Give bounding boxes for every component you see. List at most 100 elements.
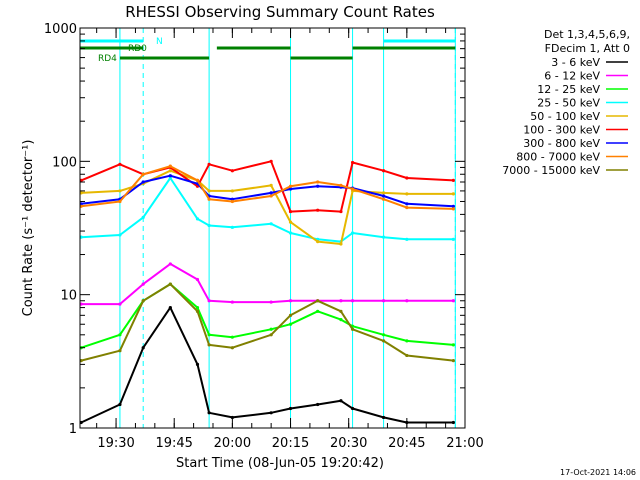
data-point-1-13 — [405, 299, 409, 303]
legend-header-1: Det 1,3,4,5,6,9, — [544, 28, 630, 41]
data-point-1-12 — [381, 299, 386, 303]
data-point-8-4 — [195, 309, 200, 313]
data-point-5-5 — [207, 162, 211, 166]
x-tick-label: 19:30 — [97, 436, 134, 451]
data-point-5-9 — [316, 208, 320, 212]
data-point-7-3 — [168, 164, 172, 168]
data-point-5-7 — [269, 159, 273, 163]
series-1 — [79, 262, 455, 306]
plot-lines — [79, 28, 456, 428]
y-tick-label: 1000 — [44, 22, 77, 37]
data-point-6-13 — [405, 202, 409, 206]
data-point-7-10 — [339, 183, 343, 187]
data-point-4-12 — [381, 191, 386, 195]
data-point-6-6 — [230, 197, 234, 201]
data-point-1-7 — [269, 300, 273, 304]
data-point-1-4 — [195, 277, 200, 282]
data-point-7-2 — [141, 172, 145, 176]
data-point-5-1 — [118, 162, 122, 166]
footer-date: 17-Oct-2021 14:06 — [560, 468, 636, 477]
data-point-3-13 — [405, 237, 409, 241]
data-point-8-6 — [230, 346, 234, 350]
data-point-1-6 — [230, 300, 234, 304]
data-point-2-9 — [316, 309, 320, 313]
data-point-1-2 — [141, 282, 145, 286]
data-point-2-10 — [339, 318, 343, 322]
data-point-3-2 — [141, 215, 145, 219]
data-point-3-1 — [118, 233, 122, 237]
data-point-5-10 — [339, 209, 343, 214]
data-point-0-9 — [316, 402, 320, 407]
data-point-0-4 — [195, 362, 200, 366]
y-tick-label: 100 — [52, 155, 77, 170]
segment-label-rd0: RD0 — [128, 44, 147, 54]
data-point-0-3 — [168, 305, 172, 310]
data-point-1-1 — [118, 302, 122, 306]
data-point-1-11 — [350, 299, 355, 303]
data-point-3-6 — [230, 225, 234, 229]
axis-ticks: 1 10 100 1000 19:30 19:45 20:00 20:15 20:30 20:45… — [44, 22, 484, 451]
data-point-0-6 — [230, 415, 234, 420]
data-point-0-2 — [141, 346, 145, 350]
data-point-0-12 — [381, 415, 386, 420]
data-point-6-12 — [381, 194, 386, 198]
legend-header-2: FDecim 1, Att 0 — [545, 42, 630, 55]
y-axis-label: Count Rate (s⁻¹ detector⁻¹) — [21, 140, 36, 317]
data-point-4-14 — [451, 192, 455, 196]
segment-label-n: N — [156, 37, 163, 47]
data-point-7-7 — [269, 194, 273, 198]
data-point-5-13 — [405, 176, 409, 180]
legend-label-2: 12 - 25 keV — [537, 83, 600, 96]
data-point-2-6 — [230, 335, 234, 339]
series-0 — [79, 305, 455, 425]
data-point-6-8 — [288, 187, 293, 191]
series-line-0 — [80, 306, 454, 424]
data-point-7-1 — [118, 199, 122, 204]
data-point-1-5 — [207, 299, 211, 303]
data-point-2-5 — [207, 333, 211, 337]
data-point-8-1 — [118, 349, 122, 353]
legend-label-0: 3 - 6 keV — [551, 56, 600, 69]
data-point-3-11 — [350, 231, 355, 235]
data-point-8-5 — [207, 343, 211, 347]
legend-label-8: 7000 - 15000 keV — [502, 164, 600, 177]
data-point-4-7 — [269, 183, 273, 187]
data-point-8-14 — [451, 359, 455, 363]
data-point-8-13 — [405, 353, 409, 358]
data-point-8-7 — [269, 333, 273, 337]
data-point-8-9 — [316, 299, 320, 303]
data-point-2-1 — [118, 333, 122, 337]
data-point-7-12 — [381, 197, 386, 201]
chart-title: RHESSI Observing Summary Count Rates — [125, 3, 435, 21]
x-axis-label: Start Time (08-Jun-05 19:20:42) — [176, 456, 384, 471]
data-point-0-10 — [339, 399, 343, 403]
data-point-5-14 — [451, 178, 455, 182]
data-point-4-13 — [405, 192, 409, 196]
data-point-1-3 — [168, 262, 172, 266]
data-point-0-11 — [350, 406, 355, 411]
data-point-2-13 — [405, 339, 409, 343]
data-point-4-8 — [288, 220, 293, 224]
series-4 — [79, 169, 455, 246]
data-point-0-14 — [451, 420, 455, 425]
series-8 — [79, 282, 455, 363]
data-point-1-8 — [288, 299, 293, 303]
x-tick-label: 19:45 — [155, 436, 192, 451]
data-point-6-14 — [451, 204, 455, 208]
data-point-2-4 — [195, 305, 200, 310]
data-point-5-8 — [288, 209, 293, 214]
series-line-1 — [81, 262, 454, 306]
data-point-3-7 — [269, 222, 273, 226]
data-point-3-4 — [195, 217, 200, 221]
data-point-7-4 — [195, 178, 200, 182]
data-point-2-8 — [288, 322, 293, 326]
data-point-3-14 — [451, 237, 455, 241]
data-point-6-9 — [316, 184, 320, 188]
data-point-5-11 — [350, 160, 355, 165]
data-point-7-14 — [451, 207, 455, 211]
data-point-3-8 — [288, 231, 293, 235]
data-point-2-14 — [451, 343, 455, 347]
series-7 — [79, 164, 455, 211]
